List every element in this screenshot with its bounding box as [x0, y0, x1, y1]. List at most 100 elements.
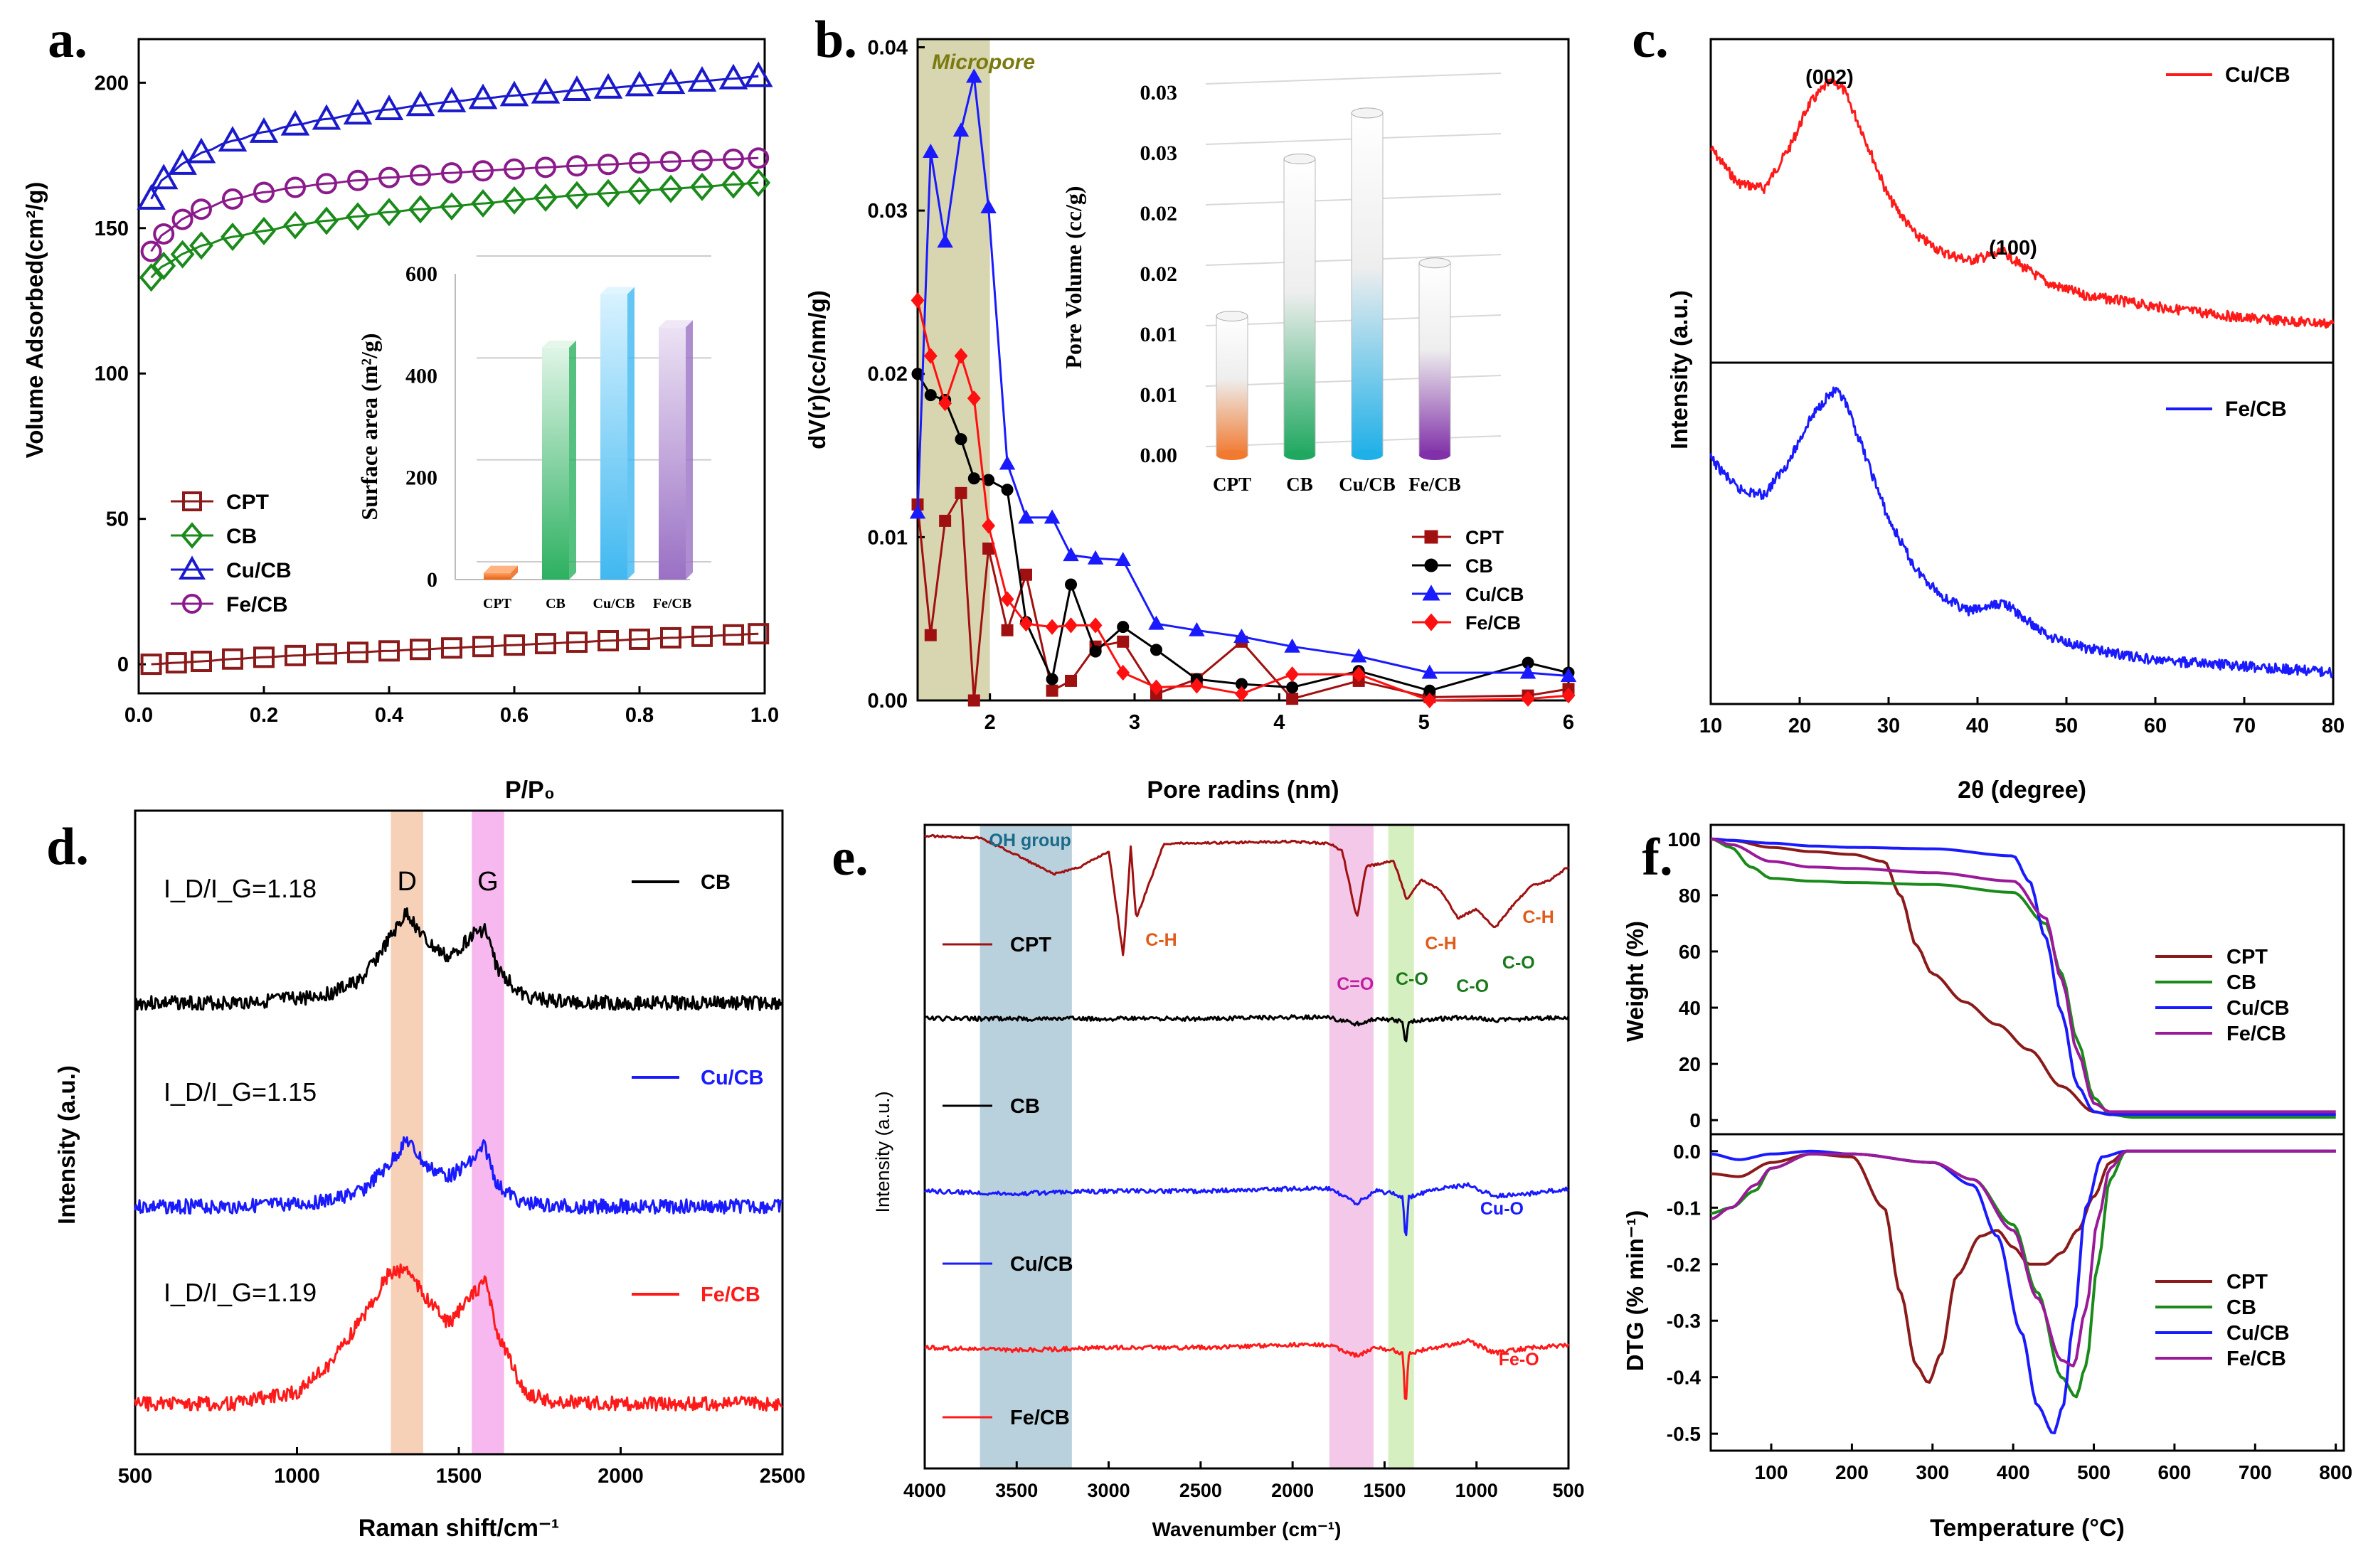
data-point — [222, 188, 243, 210]
data-point — [967, 472, 980, 485]
data-point — [1150, 679, 1163, 695]
data-point — [1065, 578, 1078, 591]
data-point — [186, 137, 216, 164]
panel-a: a. 0.0 0.2 0.4 0.6 0.8 1.0 0 50 100 150 200 P/P₀ Volu… — [21, 11, 779, 804]
x-tick-label: 1500 — [436, 1465, 482, 1488]
data-point — [1046, 673, 1058, 686]
x-tick-label: 2500 — [1179, 1480, 1222, 1501]
x-axis-label: P/P₀ — [505, 777, 555, 804]
x-tick-label: 6 — [1563, 711, 1574, 734]
data-point — [171, 208, 193, 230]
legend-marker — [182, 491, 202, 511]
data-point — [1561, 687, 1576, 704]
x-tick-label: 4 — [1273, 711, 1285, 734]
data-point — [718, 63, 748, 90]
data-point — [687, 65, 717, 92]
inset-category-label: Fe/CB — [1408, 474, 1461, 495]
legend-label: Cu/CB — [226, 559, 292, 582]
inset-tick-label: 600 — [405, 262, 437, 286]
peak-label: Fe-O — [1499, 1350, 1539, 1370]
plot-frame — [1709, 823, 2345, 1452]
cyl-top — [1283, 154, 1316, 164]
x-tick-label: 2000 — [598, 1465, 644, 1488]
data-point — [627, 176, 652, 206]
y-tick-label: 100 — [1667, 828, 1701, 850]
data-point — [472, 636, 494, 658]
band-highlight — [472, 811, 504, 1454]
data-point — [1285, 666, 1300, 683]
y-tick-label: 200 — [95, 72, 129, 95]
x-tick-label: 300 — [1916, 1461, 1949, 1483]
series-line — [916, 491, 1569, 702]
inset-category-label: CB — [546, 596, 566, 612]
x-axis-label: Raman shift/cm⁻¹ — [359, 1515, 559, 1542]
data-point — [405, 90, 435, 117]
inset-tick-label: 0.02 — [1140, 262, 1178, 286]
inset-tick-label: 0.03 — [1140, 81, 1178, 105]
panel-label: e. — [832, 828, 868, 887]
data-point — [314, 206, 339, 235]
x-tick-label: 40 — [1966, 715, 1989, 737]
data-point — [1117, 635, 1130, 648]
inset-bar — [600, 287, 635, 580]
data-point — [691, 625, 713, 647]
data-point — [923, 144, 939, 158]
data-point — [410, 639, 431, 661]
series-Fe/CB — [911, 292, 1576, 709]
inset-bar — [1283, 154, 1316, 460]
x-tick-label: 60 — [2144, 715, 2167, 737]
data-point — [1045, 619, 1059, 635]
cyl-bottom — [1419, 450, 1450, 460]
y-tick-label: 150 — [95, 218, 129, 240]
series-Fe/CB — [1709, 386, 2334, 678]
x-tick-label: 0.4 — [375, 704, 403, 727]
series-CPT — [911, 486, 1575, 707]
x-tick-label: 1000 — [1455, 1480, 1498, 1501]
y-tick-label: 0.00 — [868, 690, 908, 713]
peak-label: Cu-O — [1480, 1199, 1524, 1219]
data-point — [140, 240, 162, 262]
y-tick-label: -0.5 — [1667, 1423, 1701, 1445]
data-point — [441, 162, 462, 184]
series-Cu/CB — [1709, 76, 2335, 329]
x-tick-label: 30 — [1877, 715, 1900, 737]
inset-tick-label: 0.00 — [1140, 444, 1178, 467]
legend-label-top: CPT — [2226, 946, 2268, 969]
x-tick-label: 10 — [1699, 715, 1722, 737]
y-tick-label: 20 — [1679, 1053, 1701, 1075]
legend-label: Cu/CB — [1010, 1253, 1073, 1276]
series-CPT — [140, 623, 770, 676]
data-point — [153, 223, 175, 245]
y-axis-label: Volume Adsorbed(cm²/g) — [21, 182, 48, 459]
inset-tick-label: 400 — [405, 364, 437, 388]
data-point — [967, 694, 980, 707]
series-Fe/CB — [924, 1338, 1570, 1400]
inset-category-label: Cu/CB — [1339, 474, 1396, 495]
data-point — [1063, 547, 1079, 562]
plot-frame — [134, 809, 784, 1456]
y-tick-label: 0.04 — [868, 36, 908, 59]
inset-tick-label: 0.01 — [1140, 383, 1178, 407]
ratio-label: I_D/I_G=1.18 — [164, 874, 317, 903]
data-point — [690, 172, 714, 201]
data-point — [504, 158, 525, 180]
data-point — [1018, 509, 1034, 524]
data-point — [598, 629, 619, 651]
data-point — [1001, 484, 1014, 496]
legend-label: Fe/CB — [701, 1284, 760, 1306]
legend-label-bottom: CB — [2226, 1296, 2256, 1319]
series-Fe/CB — [134, 1263, 783, 1412]
data-point — [566, 631, 588, 654]
x-tick-label: 3000 — [1088, 1480, 1130, 1501]
data-point — [139, 263, 164, 292]
cyl-bottom — [1216, 450, 1248, 460]
series-CPT — [924, 833, 1570, 956]
legend-label: CB — [1010, 1095, 1040, 1118]
y-axis-label: dV(r)(cc/nm/g) — [804, 290, 830, 449]
data-point — [137, 183, 166, 210]
data-point — [472, 160, 494, 182]
inset-tick-label: 0.03 — [1140, 142, 1178, 165]
x-tick-label: 500 — [1552, 1480, 1584, 1501]
x-tick-label: 50 — [2055, 715, 2078, 737]
data-point — [1019, 615, 1033, 632]
